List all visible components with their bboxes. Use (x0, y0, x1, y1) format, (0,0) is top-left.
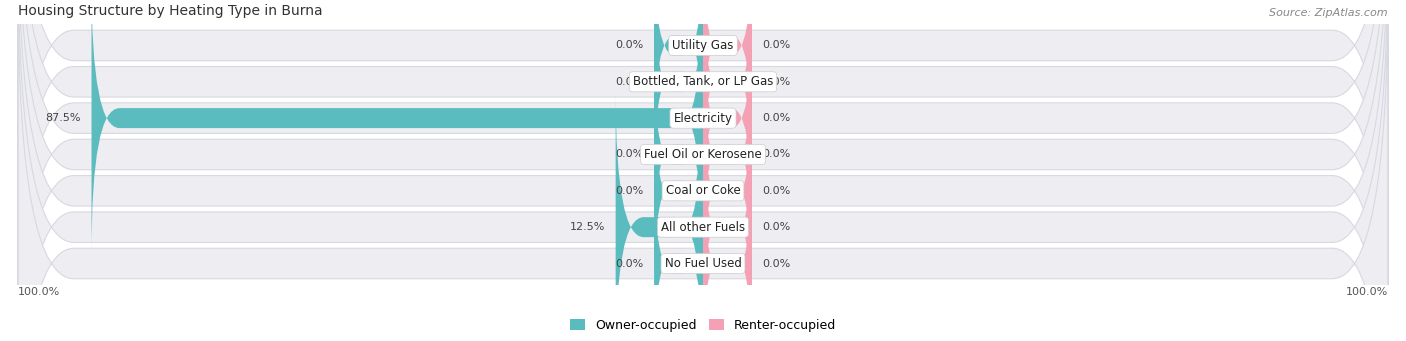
FancyBboxPatch shape (18, 0, 1388, 341)
FancyBboxPatch shape (654, 0, 703, 145)
FancyBboxPatch shape (18, 0, 1388, 341)
FancyBboxPatch shape (616, 92, 703, 341)
Text: 0.0%: 0.0% (616, 186, 644, 196)
Text: Electricity: Electricity (673, 112, 733, 124)
FancyBboxPatch shape (18, 0, 1388, 341)
FancyBboxPatch shape (703, 56, 752, 253)
FancyBboxPatch shape (654, 164, 703, 341)
Text: 12.5%: 12.5% (569, 222, 605, 232)
Text: No Fuel Used: No Fuel Used (665, 257, 741, 270)
FancyBboxPatch shape (18, 0, 1388, 341)
FancyBboxPatch shape (703, 19, 752, 217)
Text: 0.0%: 0.0% (762, 113, 790, 123)
FancyBboxPatch shape (18, 0, 1388, 341)
Text: 0.0%: 0.0% (762, 41, 790, 50)
Text: 0.0%: 0.0% (762, 149, 790, 160)
Text: 0.0%: 0.0% (762, 222, 790, 232)
FancyBboxPatch shape (703, 0, 752, 181)
FancyBboxPatch shape (703, 164, 752, 341)
Text: Source: ZipAtlas.com: Source: ZipAtlas.com (1270, 8, 1388, 18)
FancyBboxPatch shape (654, 56, 703, 253)
Text: 100.0%: 100.0% (18, 287, 60, 297)
Text: Coal or Coke: Coal or Coke (665, 184, 741, 197)
Text: Housing Structure by Heating Type in Burna: Housing Structure by Heating Type in Bur… (18, 4, 323, 18)
FancyBboxPatch shape (18, 0, 1388, 321)
Text: Fuel Oil or Kerosene: Fuel Oil or Kerosene (644, 148, 762, 161)
Text: 100.0%: 100.0% (1346, 287, 1388, 297)
Text: 0.0%: 0.0% (762, 258, 790, 268)
Text: 0.0%: 0.0% (762, 186, 790, 196)
Text: 0.0%: 0.0% (616, 258, 644, 268)
FancyBboxPatch shape (703, 92, 752, 290)
FancyBboxPatch shape (91, 0, 703, 253)
Legend: Owner-occupied, Renter-occupied: Owner-occupied, Renter-occupied (565, 314, 841, 337)
Text: Utility Gas: Utility Gas (672, 39, 734, 52)
Text: 0.0%: 0.0% (616, 149, 644, 160)
Text: Bottled, Tank, or LP Gas: Bottled, Tank, or LP Gas (633, 75, 773, 88)
Text: 0.0%: 0.0% (616, 41, 644, 50)
Text: 0.0%: 0.0% (762, 77, 790, 87)
FancyBboxPatch shape (18, 0, 1388, 341)
FancyBboxPatch shape (703, 128, 752, 326)
FancyBboxPatch shape (654, 0, 703, 181)
Text: All other Fuels: All other Fuels (661, 221, 745, 234)
FancyBboxPatch shape (654, 92, 703, 290)
Text: 0.0%: 0.0% (616, 77, 644, 87)
Text: 87.5%: 87.5% (45, 113, 82, 123)
FancyBboxPatch shape (703, 0, 752, 145)
